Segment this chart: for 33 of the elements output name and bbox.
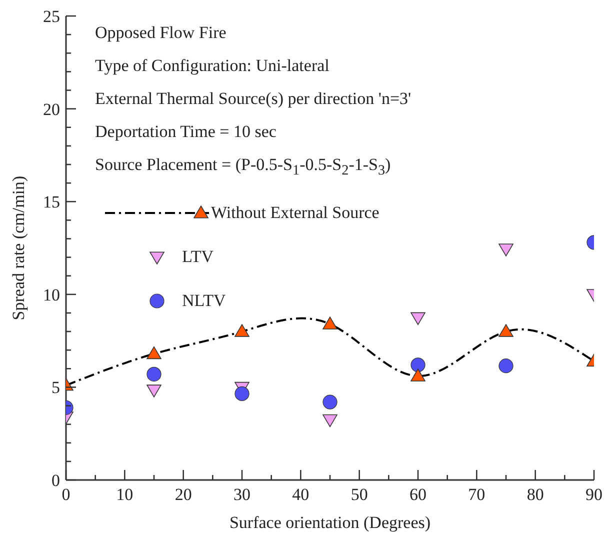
x-tick-label: 20 [174, 485, 192, 504]
point [234, 386, 250, 401]
x-tick-label: 30 [234, 485, 250, 504]
point [234, 324, 250, 337]
x-tick-label: 10 [116, 485, 134, 504]
y-tick-label: 20 [43, 100, 60, 119]
y-tick-label: 0 [52, 471, 60, 490]
y-tick-label: 25 [43, 7, 60, 26]
y-tick-label: 15 [43, 192, 60, 212]
point [322, 414, 338, 428]
y-axis-title: Spread rate (cm/min) [9, 176, 28, 320]
annotation: Opposed Flow Fire [95, 22, 228, 44]
legend-label: NLTV [182, 291, 226, 311]
point [322, 316, 338, 330]
point [410, 358, 426, 372]
x-tick-label: 80 [526, 485, 544, 504]
x-tick-label: 90 [586, 485, 602, 504]
x-tick-label: 70 [468, 485, 486, 504]
x-tick-label: 60 [410, 485, 426, 504]
annotation: External Thermal Source(s) per direction 'n=3' [95, 88, 412, 110]
y-tick-label: 10 [43, 285, 60, 304]
annotation: Deportation Time = 10 sec [95, 121, 278, 143]
point [322, 394, 338, 410]
x-axis-title: Surface orientation (Degrees) [229, 513, 431, 532]
annotation: Type of Configuration: Uni-lateral [95, 55, 330, 77]
y-tick-label: 5 [52, 378, 60, 398]
legend-label: LTV [182, 247, 214, 267]
annotation: Source Placement = (P-0.5-S$_{1}$-0.5-S$_{2}$-1-S$_{3}$) [95, 154, 392, 180]
x-tick-label: 40 [292, 485, 310, 504]
x-tick-label: 50 [350, 485, 368, 504]
point [410, 312, 426, 325]
legend-label: Without External Source [211, 203, 380, 223]
point [410, 368, 426, 382]
